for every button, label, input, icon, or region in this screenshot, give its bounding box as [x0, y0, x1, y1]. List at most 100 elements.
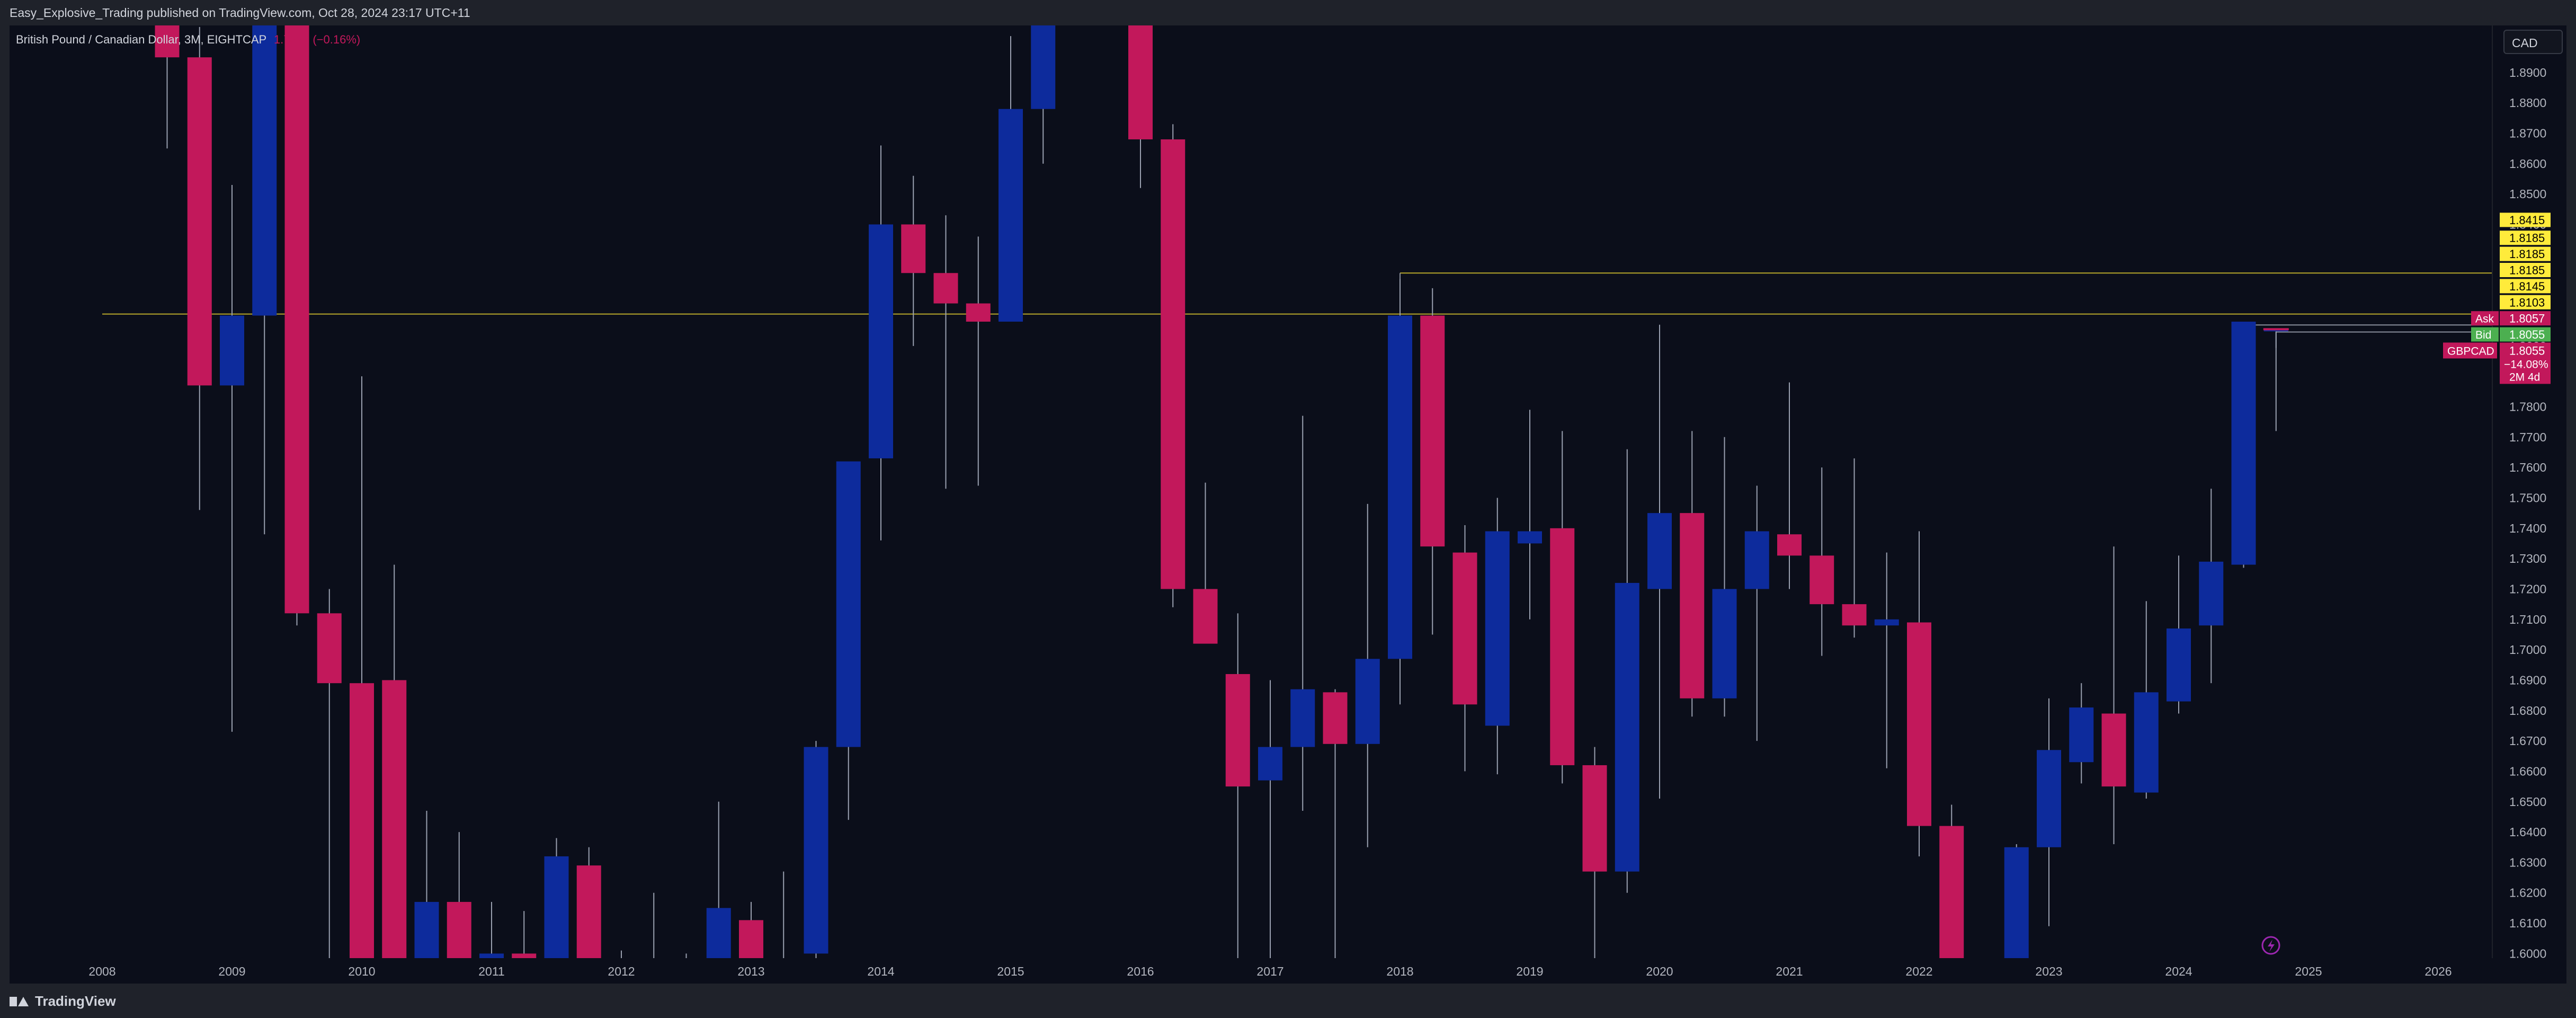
candle-bear[interactable]	[901, 224, 926, 273]
price-label: 1.8055	[2509, 328, 2545, 341]
x-tick-label: 2015	[997, 964, 1024, 978]
candle-bull[interactable]	[2004, 847, 2029, 958]
price-label: 1.8185	[2509, 263, 2545, 277]
candle-bear[interactable]	[1452, 552, 1477, 705]
candle-bear[interactable]	[609, 958, 634, 960]
candle-bull[interactable]	[2231, 321, 2256, 565]
y-tick-label: 1.7700	[2509, 430, 2546, 444]
price-label: 1.8057	[2509, 312, 2545, 325]
candle-bull[interactable]	[220, 315, 244, 386]
candle-bull[interactable]	[771, 958, 796, 960]
candle-bull[interactable]	[1874, 619, 1899, 626]
x-tick-label: 2010	[348, 964, 375, 978]
candle-bear[interactable]	[1582, 765, 1607, 872]
candle-bull[interactable]	[836, 461, 861, 747]
candle-bull[interactable]	[1518, 531, 1542, 544]
candle-bull[interactable]	[2037, 750, 2061, 847]
price-label-box	[2500, 231, 2551, 245]
candle-bull[interactable]	[641, 958, 666, 960]
candle-bull[interactable]	[1258, 747, 1282, 781]
candle-bear[interactable]	[1907, 622, 1931, 826]
candle-bull[interactable]	[479, 953, 504, 958]
top-bar: Easy_Explosive_Trading published on Trad…	[0, 0, 2576, 25]
candle-bull[interactable]	[1031, 25, 1056, 109]
candle-bear[interactable]	[1161, 139, 1186, 589]
published-text: Easy_Explosive_Trading published on Trad…	[10, 6, 470, 20]
candle-bull[interactable]	[414, 901, 439, 958]
candle-bear[interactable]	[2101, 713, 2126, 787]
chart-frame[interactable]	[10, 25, 2566, 984]
lightning-icon	[2261, 936, 2280, 955]
candle-bear[interactable]	[1680, 513, 1705, 698]
candle-bear[interactable]	[317, 613, 342, 684]
lightning-bolt-icon	[2268, 940, 2275, 952]
candle-bear[interactable]	[447, 901, 471, 958]
candle-bull[interactable]	[544, 856, 569, 958]
candle-bear[interactable]	[1420, 315, 1445, 547]
candle-bear[interactable]	[1939, 826, 1964, 958]
symbol-text: British Pound / Canadian Dollar, 3M, EIG…	[16, 33, 266, 46]
x-tick-label: 2017	[1256, 964, 1283, 978]
x-tick-label: 2024	[2165, 964, 2192, 978]
price-label: 1.8103	[2509, 296, 2545, 309]
x-tick-label: 2013	[737, 964, 764, 978]
price-label: 1.8185	[2509, 232, 2545, 245]
candle-bull[interactable]	[252, 25, 277, 316]
y-tick-label: 1.8500	[2509, 187, 2546, 201]
candle-bull[interactable]	[2134, 692, 2159, 793]
candle-bear[interactable]	[187, 57, 212, 386]
candle-bull[interactable]	[674, 958, 699, 960]
candle-bull[interactable]	[706, 908, 731, 958]
candle-bear[interactable]	[1193, 589, 1218, 644]
candle-bear[interactable]	[512, 953, 537, 958]
y-tick-label: 1.6700	[2509, 734, 2546, 748]
candle-bull[interactable]	[1744, 531, 1769, 589]
candle-bear[interactable]	[1777, 534, 1802, 556]
y-tick-label: 1.8600	[2509, 157, 2546, 171]
price-label-box	[2500, 327, 2551, 342]
candle-bull[interactable]	[1485, 531, 1510, 726]
candle-bull[interactable]	[1647, 513, 1672, 589]
candle-bull[interactable]	[2167, 628, 2191, 702]
candle-bull[interactable]	[1615, 582, 1639, 872]
candle-bull[interactable]	[2069, 707, 2094, 763]
symbol-legend: British Pound / Canadian Dollar, 3M, EIG…	[16, 33, 360, 47]
candle-bear[interactable]	[966, 303, 991, 322]
y-tick-label: 1.6300	[2509, 855, 2546, 869]
price-label-box	[2500, 262, 2551, 277]
candle-bull[interactable]	[999, 109, 1023, 322]
candle-bull[interactable]	[1388, 315, 1412, 659]
candle-bear[interactable]	[1225, 674, 1250, 787]
candle-bear[interactable]	[1810, 555, 1834, 605]
candle-bear[interactable]	[284, 25, 309, 614]
candle-bear[interactable]	[382, 680, 407, 958]
candle-bear[interactable]	[1550, 528, 1575, 765]
y-tick-label: 1.7500	[2509, 491, 2546, 504]
candle-bear[interactable]	[350, 683, 374, 958]
price-label-box	[2500, 279, 2551, 294]
x-tick-label: 2022	[1905, 964, 1932, 978]
candle-bear[interactable]	[1323, 692, 1348, 744]
currency-button[interactable]: CAD	[2503, 30, 2563, 54]
candle-bull[interactable]	[1290, 689, 1315, 747]
candle-bear[interactable]	[155, 25, 180, 58]
y-tick-label: 1.7000	[2509, 643, 2546, 657]
candle-bull[interactable]	[1712, 589, 1737, 698]
candle-bear[interactable]	[739, 920, 763, 958]
candle-bear[interactable]	[576, 865, 601, 958]
candle-bear[interactable]	[933, 273, 958, 304]
brand[interactable]: TradingView	[10, 993, 116, 1010]
candle-bull[interactable]	[1355, 659, 1380, 744]
tradingview-logo-icon	[10, 996, 30, 1007]
y-tick-label: 1.6800	[2509, 704, 2546, 718]
x-tick-label: 2008	[88, 964, 115, 978]
candle-bear[interactable]	[1842, 604, 1867, 626]
candle-bull[interactable]	[2199, 561, 2224, 626]
candle-bull[interactable]	[869, 224, 893, 458]
candle-bull[interactable]	[804, 747, 828, 954]
x-tick-label: 2026	[2425, 964, 2452, 978]
last-price-change: −14.08%	[2504, 358, 2548, 370]
candle-bear[interactable]	[1128, 25, 1153, 139]
price-label: 1.8185	[2509, 247, 2545, 261]
